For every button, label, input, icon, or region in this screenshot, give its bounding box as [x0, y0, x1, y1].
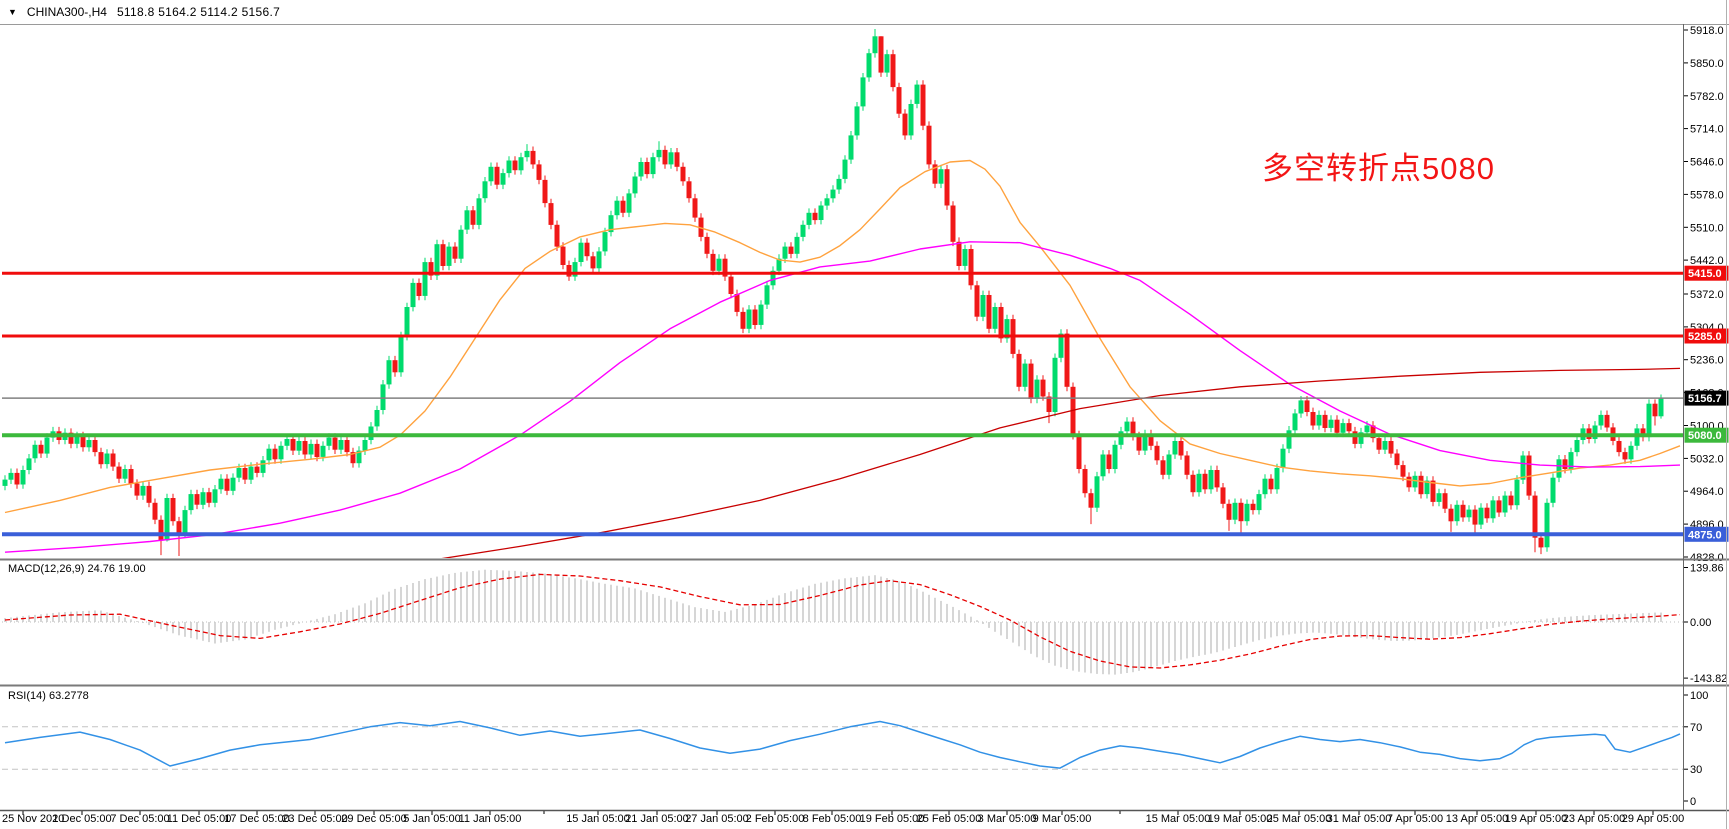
- svg-text:5236.0: 5236.0: [1690, 355, 1724, 367]
- svg-text:11 Jan 05:00: 11 Jan 05:00: [459, 813, 522, 825]
- svg-text:5372.0: 5372.0: [1690, 289, 1724, 301]
- ma-slow-line: [441, 367, 1681, 558]
- svg-text:5415.0: 5415.0: [1688, 268, 1722, 280]
- macd-signal-line: [4, 573, 1681, 669]
- svg-text:0: 0: [1690, 796, 1696, 808]
- svg-text:23 Apr 05:00: 23 Apr 05:00: [1563, 813, 1625, 825]
- svg-text:30: 30: [1690, 764, 1702, 776]
- svg-text:3 Mar 05:00: 3 Mar 05:00: [978, 813, 1037, 825]
- svg-text:5032.0: 5032.0: [1690, 453, 1724, 465]
- svg-text:1 Dec 05:00: 1 Dec 05:00: [52, 813, 111, 825]
- price-badge: 5415.0: [1684, 265, 1729, 281]
- price-scale: 5918.0 5850.0 5782.0 5714.0 5646.0 5578.0 5510…: [1683, 25, 1729, 808]
- svg-text:29 Dec 05:00: 29 Dec 05:00: [341, 813, 406, 825]
- macd-indicator-label: MACD(12,26,9) 24.76 19.00: [8, 563, 146, 575]
- svg-text:25 Mar 05:00: 25 Mar 05:00: [1267, 813, 1332, 825]
- svg-text:13 Apr 05:00: 13 Apr 05:00: [1446, 813, 1508, 825]
- price-badge: 4875.0: [1684, 526, 1729, 542]
- svg-text:2 Feb 05:00: 2 Feb 05:00: [746, 813, 805, 825]
- svg-text:139.86: 139.86: [1690, 563, 1724, 575]
- svg-text:25 Nov 2020: 25 Nov 2020: [2, 813, 64, 825]
- ma-medium-line: [4, 241, 1681, 553]
- annotation-text: 多空转折点5080: [1262, 151, 1495, 186]
- macd-pane: [2, 569, 1683, 675]
- svg-text:5578.0: 5578.0: [1690, 189, 1724, 201]
- candles-layer: [2, 29, 1664, 556]
- svg-text:9 Mar 05:00: 9 Mar 05:00: [1033, 813, 1092, 825]
- svg-text:0.00: 0.00: [1690, 617, 1711, 629]
- svg-text:70: 70: [1690, 722, 1702, 734]
- svg-text:15 Jan 05:00: 15 Jan 05:00: [566, 813, 630, 825]
- svg-text:5442.0: 5442.0: [1690, 255, 1724, 267]
- price-badge: 5156.7: [1684, 390, 1729, 406]
- svg-text:4875.0: 4875.0: [1688, 529, 1722, 541]
- svg-text:25 Feb 05:00: 25 Feb 05:00: [917, 813, 982, 825]
- svg-text:7 Dec 05:00: 7 Dec 05:00: [110, 813, 169, 825]
- svg-text:23 Dec 05:00: 23 Dec 05:00: [282, 813, 347, 825]
- svg-text:11 Dec 05:00: 11 Dec 05:00: [167, 813, 232, 825]
- svg-text:5918.0: 5918.0: [1690, 25, 1724, 37]
- svg-text:21 Jan 05:00: 21 Jan 05:00: [625, 813, 689, 825]
- price-badge: 5080.0: [1684, 427, 1729, 443]
- svg-text:19 Apr 05:00: 19 Apr 05:00: [1505, 813, 1567, 825]
- svg-text:5782.0: 5782.0: [1690, 91, 1724, 103]
- price-badge: 5285.0: [1684, 328, 1729, 344]
- svg-text:5646.0: 5646.0: [1690, 157, 1724, 169]
- svg-text:17 Dec 05:00: 17 Dec 05:00: [224, 813, 289, 825]
- svg-text:29 Apr 05:00: 29 Apr 05:00: [1622, 813, 1684, 825]
- svg-text:5156.7: 5156.7: [1688, 393, 1722, 405]
- svg-text:5285.0: 5285.0: [1688, 331, 1722, 343]
- ma-fast-line: [4, 159, 1681, 514]
- svg-text:4828.0: 4828.0: [1690, 552, 1724, 564]
- svg-text:4964.0: 4964.0: [1690, 486, 1724, 498]
- svg-text:5080.0: 5080.0: [1688, 430, 1722, 442]
- macd-histogram: [4, 569, 1662, 675]
- svg-text:5510.0: 5510.0: [1690, 222, 1724, 234]
- svg-text:27 Jan 05:00: 27 Jan 05:00: [685, 813, 749, 825]
- svg-text:-143.82: -143.82: [1690, 673, 1727, 685]
- level-lines: [2, 271, 1683, 537]
- rsi-line: [4, 720, 1681, 769]
- svg-text:19 Mar 05:00: 19 Mar 05:00: [1208, 813, 1273, 825]
- rsi-pane: [2, 720, 1683, 770]
- svg-text:19 Feb 05:00: 19 Feb 05:00: [860, 813, 925, 825]
- svg-text:31 Mar 05:00: 31 Mar 05:00: [1327, 813, 1392, 825]
- svg-text:100: 100: [1690, 690, 1708, 702]
- svg-text:8 Feb 05:00: 8 Feb 05:00: [803, 813, 862, 825]
- svg-text:5714.0: 5714.0: [1690, 124, 1724, 136]
- rsi-indicator-label: RSI(14) 63.2778: [8, 690, 89, 702]
- svg-text:5850.0: 5850.0: [1690, 58, 1724, 70]
- svg-text:7 Apr 05:00: 7 Apr 05:00: [1387, 813, 1443, 825]
- svg-text:15 Mar 05:00: 15 Mar 05:00: [1146, 813, 1211, 825]
- svg-text:5 Jan 05:00: 5 Jan 05:00: [403, 813, 461, 825]
- main-pane: [2, 29, 1683, 558]
